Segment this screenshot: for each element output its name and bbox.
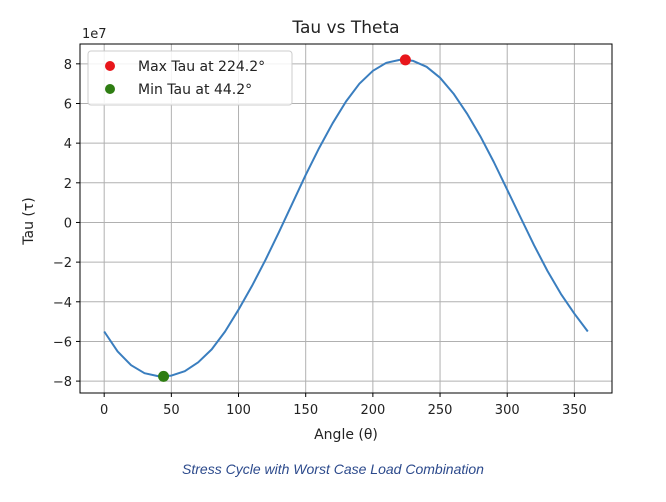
y-tick-label: −2 <box>53 256 72 271</box>
plot-frame <box>79 43 613 394</box>
extreme-markers <box>158 54 411 382</box>
y-tick-label: −8 <box>53 375 72 390</box>
min-tau-point <box>158 370 170 382</box>
y-axis-label: Tau (τ) <box>21 197 37 246</box>
x-tick-label: 300 <box>495 403 520 418</box>
figure-caption: Stress Cycle with Worst Case Load Combin… <box>182 461 484 477</box>
chart-title: Tau vs Theta <box>291 18 399 38</box>
max-tau-point <box>399 54 411 66</box>
legend-box <box>87 50 293 106</box>
legend: Max Tau at 224.2° Min Tau at 44.2° <box>87 50 293 106</box>
tau-curve <box>103 58 589 378</box>
x-tick-label: 50 <box>163 403 180 418</box>
x-tick-label: 150 <box>293 403 318 418</box>
x-tick-label: 100 <box>226 403 251 418</box>
y-tick-label: −4 <box>53 296 72 311</box>
tau-line <box>103 58 589 378</box>
x-tick-label: 350 <box>562 403 587 418</box>
y-tick-label: 6 <box>64 97 72 112</box>
y-tick-label: 0 <box>64 216 72 231</box>
y-offset-label: 1e7 <box>82 27 107 42</box>
legend-label-max: Max Tau at 224.2° <box>138 59 265 75</box>
y-tick-label: −6 <box>53 335 72 350</box>
x-tick-label: 0 <box>100 403 108 418</box>
legend-label-min: Min Tau at 44.2° <box>138 82 252 98</box>
y-axis-ticks: −8 −6 −4 −2 0 2 4 6 8 <box>53 58 80 390</box>
legend-marker-min <box>105 84 115 94</box>
x-tick-label: 200 <box>360 403 385 418</box>
x-tick-label: 250 <box>428 403 453 418</box>
y-tick-label: 4 <box>64 137 72 152</box>
y-tick-label: 2 <box>64 177 72 192</box>
y-tick-label: 8 <box>64 58 72 73</box>
x-axis-ticks: 0 50 100 150 200 250 300 350 <box>100 393 587 418</box>
legend-marker-max <box>105 61 115 71</box>
x-axis-label: Angle (θ) <box>314 427 378 443</box>
